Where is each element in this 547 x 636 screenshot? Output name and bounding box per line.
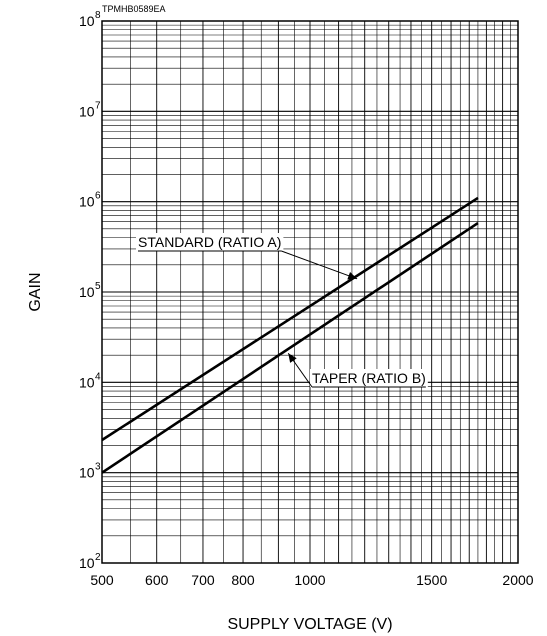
x-tick-label: 600: [145, 572, 169, 588]
y-tick-label: 10: [79, 465, 95, 481]
y-tick-exponent: 7: [95, 100, 101, 111]
y-tick-exponent: 5: [95, 281, 101, 292]
y-tick-label: 10: [79, 103, 95, 119]
plot-frame: [101, 20, 519, 564]
x-tick-label: 700: [191, 572, 215, 588]
x-tick-label: 1500: [416, 572, 447, 588]
y-tick-exponent: 6: [95, 191, 101, 202]
y-tick-exponent: 2: [95, 552, 101, 563]
series-line-1: [101, 221, 479, 474]
x-tick-label: 1000: [294, 572, 325, 588]
annotation-taper-bg: [310, 369, 428, 387]
y-tick-label: 10: [79, 374, 95, 390]
annotation-standard-leader: [281, 250, 358, 280]
y-tick-exponent: 4: [95, 371, 101, 382]
figure-code: TPMHB0589EA: [102, 4, 166, 14]
y-axis-title: GAIN: [27, 272, 44, 311]
series-line-0: [101, 196, 479, 442]
y-tick-label: 10: [79, 194, 95, 210]
y-tick-label: 10: [79, 555, 95, 571]
x-tick-label: 800: [231, 572, 255, 588]
y-tick-exponent: 3: [95, 462, 101, 473]
series-layer: [101, 196, 479, 474]
grid-lines: [102, 21, 518, 563]
annotation-layer: STANDARD (RATIO A) TAPER (RATIO B): [136, 233, 428, 388]
y-tick-label: 10: [79, 13, 95, 29]
annotation-taper-arrowhead: [288, 353, 297, 363]
annotation-standard-bg: [136, 233, 284, 251]
annotation-standard-arrowhead: [347, 271, 358, 280]
annotation-standard-label: STANDARD (RATIO A): [138, 234, 281, 250]
y-tick-exponent: 8: [95, 10, 101, 21]
x-tick-label: 500: [90, 572, 114, 588]
x-axis-title: SUPPLY VOLTAGE (V): [227, 616, 392, 633]
x-tick-label: 2000: [502, 572, 533, 588]
annotation-taper-label: TAPER (RATIO B): [312, 370, 426, 386]
y-tick-label: 10: [79, 284, 95, 300]
x-tick-labels: 500 600 700 800 1000 1500 2000: [90, 572, 533, 588]
